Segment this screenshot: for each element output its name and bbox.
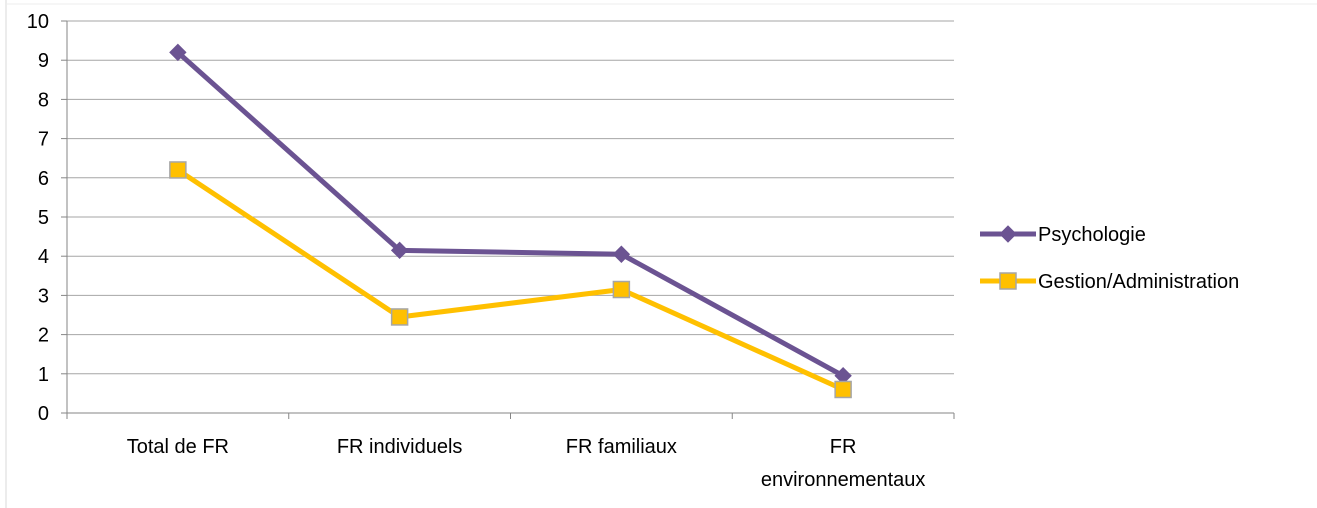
series-line [175, 167, 846, 392]
y-tick-label: 4 [38, 246, 49, 268]
y-tick-label: 7 [38, 129, 49, 151]
y-tick-label: 5 [38, 207, 49, 229]
legend-item: Psychologie [980, 224, 1146, 246]
series-2 [169, 161, 852, 399]
legend-marker [999, 272, 1017, 290]
series-line [175, 49, 846, 379]
x-category-label: FR individuels [337, 436, 463, 458]
y-tick-label: 2 [38, 325, 49, 347]
y-tick-label: 0 [38, 403, 49, 425]
legend-marker [999, 225, 1017, 243]
x-category-label-line: environnementaux [761, 469, 926, 491]
x-category-label-line: Total de FR [127, 436, 229, 458]
legend-item: Gestion/Administration [980, 271, 1239, 293]
data-point [390, 308, 409, 326]
legend-label: Gestion/Administration [1038, 271, 1239, 293]
legend: Psychologie Gestion/Administration [980, 224, 1239, 293]
data-point [169, 43, 187, 62]
x-category-label: FR environnementaux [761, 436, 926, 491]
data-point [390, 241, 409, 260]
x-axis-categories: Total de FR FR individuels FR familiaux FR e… [127, 436, 926, 491]
data-point [612, 280, 631, 299]
data-point [169, 161, 187, 179]
data-point [834, 380, 852, 399]
y-tick-label: 9 [38, 50, 49, 72]
gridlines [67, 20, 954, 375]
series-1 [169, 43, 852, 385]
x-category-label: Total de FR [127, 436, 229, 458]
x-category-label-line: FR individuels [337, 436, 463, 458]
y-tick-label: 6 [38, 168, 49, 190]
series-group [169, 43, 852, 399]
y-tick-label: 1 [38, 364, 49, 386]
x-category-label: FR familiaux [566, 436, 677, 458]
data-point [612, 245, 631, 263]
y-tick-label: 10 [27, 11, 49, 33]
x-category-label-line: FR [830, 436, 857, 458]
y-axis-ticks: 0 1 2 3 4 5 6 7 8 9 10 [27, 11, 49, 425]
axes [61, 20, 955, 419]
y-tick-label: 8 [38, 89, 49, 111]
x-category-label-line: FR familiaux [566, 436, 677, 458]
y-tick-label: 3 [38, 285, 49, 307]
legend-label: Psychologie [1038, 224, 1146, 246]
